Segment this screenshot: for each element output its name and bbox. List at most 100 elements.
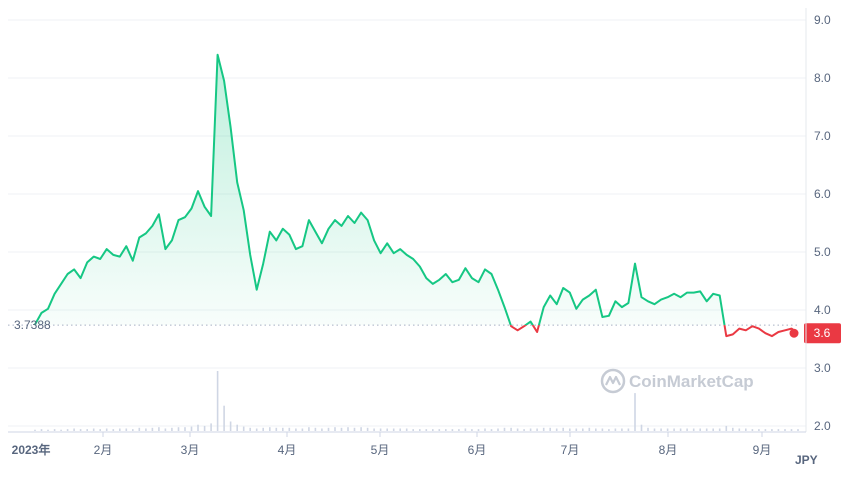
volume-bar: [158, 427, 160, 431]
volume-bar: [536, 428, 538, 431]
volume-bar: [60, 429, 62, 431]
volume-bar: [797, 429, 799, 431]
current-price-label: 3.6: [814, 326, 831, 340]
volume-bar: [784, 429, 786, 431]
volume-bar: [405, 428, 408, 431]
volume-bar: [288, 427, 291, 431]
x-tick-label: 6月: [468, 443, 487, 457]
x-tick-label: 5月: [371, 443, 390, 457]
volume-bar: [516, 428, 519, 431]
volume-bar: [692, 428, 695, 431]
volume-bar: [582, 428, 584, 431]
volume-bar: [738, 428, 741, 431]
y-tick-label: 5.0: [814, 245, 831, 259]
volume-bar: [138, 427, 141, 431]
price-line-up: [34, 53, 726, 326]
volume-bar: [523, 429, 525, 431]
volume-bar: [171, 427, 173, 431]
price-line: [34, 53, 799, 338]
volume-bars: [34, 371, 799, 431]
y-tick-label: 6.0: [814, 187, 831, 201]
volume-bar: [419, 429, 421, 431]
volume-bar: [771, 429, 773, 431]
volume-bar: [66, 429, 69, 431]
volume-bar: [216, 371, 219, 431]
volume-bar: [666, 428, 669, 431]
volume-bar: [340, 427, 343, 431]
volume-bar: [119, 428, 121, 431]
volume-bar: [282, 427, 284, 431]
volume-bar: [210, 423, 212, 431]
volume-bar: [47, 429, 49, 431]
volume-bar: [249, 427, 251, 431]
volume-bar: [640, 424, 643, 431]
volume-bar: [373, 428, 375, 431]
volume-bar: [438, 429, 441, 431]
volume-bar: [132, 429, 134, 431]
volume-bar: [608, 429, 610, 431]
volume-bar: [660, 428, 662, 431]
volume-bar: [464, 428, 467, 431]
reference-price-label: 3.7388: [14, 318, 51, 332]
volume-bar: [549, 427, 551, 431]
volume-bar: [445, 429, 447, 431]
currency-label: JPY: [795, 453, 818, 467]
volume-bar: [588, 427, 591, 431]
volume-bar: [151, 427, 154, 431]
volume-bar: [255, 428, 258, 431]
volume-bar: [392, 428, 395, 431]
volume-bar: [425, 429, 428, 431]
volume-bar: [203, 425, 206, 431]
volume-bar: [360, 427, 362, 431]
coinmarketcap-logo-icon: [600, 368, 626, 394]
volume-bar: [732, 427, 734, 431]
volume-bar: [112, 429, 115, 431]
x-tick-label: 8月: [659, 443, 678, 457]
volume-bar: [86, 429, 88, 431]
volume-bar: [699, 428, 701, 431]
x-tick-label: 2023年: [12, 442, 51, 457]
current-price-badge: [804, 323, 841, 344]
volume-bar: [627, 428, 630, 431]
volume-bar: [308, 427, 310, 431]
volume-bar: [353, 427, 356, 431]
volume-bar: [301, 428, 304, 431]
volume-bar: [327, 427, 330, 431]
volume-bar: [229, 421, 232, 431]
current-price-dot: [789, 328, 799, 338]
volume-bar: [79, 429, 82, 431]
volume-bar: [262, 427, 264, 431]
volume-bar: [295, 428, 297, 431]
volume-bar: [555, 428, 558, 431]
volume-bar: [790, 429, 793, 431]
volume-bar: [275, 427, 278, 431]
volume-bar: [334, 427, 336, 431]
volume-bar: [412, 429, 414, 431]
volume-bar: [477, 429, 480, 431]
volume-bar: [484, 428, 486, 431]
x-tick-label: 4月: [278, 443, 297, 457]
volume-bar: [764, 429, 767, 431]
volume-bar: [497, 428, 499, 431]
volume-bar: [595, 428, 597, 431]
volume-bar: [621, 428, 623, 431]
volume-bar: [686, 428, 688, 431]
volume-bar: [725, 425, 728, 431]
volume-bar: [758, 429, 760, 431]
y-tick-label: 3.0: [814, 361, 831, 375]
volume-bar: [184, 427, 186, 431]
volume-bar: [745, 428, 747, 431]
volume-bar: [542, 427, 545, 431]
volume-bar: [562, 427, 564, 431]
volume-bar: [164, 428, 167, 431]
volume-bar: [321, 428, 323, 431]
watermark-text: CoinMarketCap: [629, 372, 754, 391]
volume-bar: [634, 393, 636, 431]
volume-bar: [653, 428, 656, 431]
volume-bar: [503, 427, 506, 431]
volume-bar: [190, 426, 193, 431]
volume-bar: [379, 428, 382, 431]
volume-bar: [223, 405, 225, 431]
